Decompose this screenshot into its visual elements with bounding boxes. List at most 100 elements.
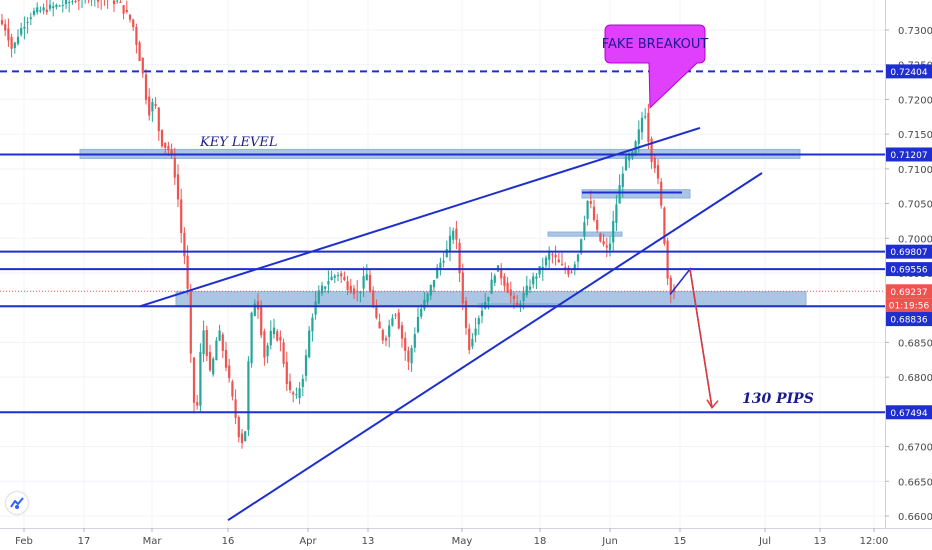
price-label-1-text: 01:19:56 xyxy=(889,302,930,312)
candle-body xyxy=(170,149,173,155)
candle-body xyxy=(522,293,525,301)
annotations: FAKE BREAKOUT KEY LEVEL 130 PIPS xyxy=(199,24,814,409)
candle-body xyxy=(445,249,448,258)
candle-body xyxy=(119,1,122,3)
candle-body xyxy=(608,243,612,250)
candle-body xyxy=(474,328,477,336)
wedge-upper-line xyxy=(139,126,701,308)
candle-body xyxy=(538,266,541,275)
candle-body xyxy=(573,264,576,270)
candle-body xyxy=(528,286,532,290)
candle-body xyxy=(493,275,496,283)
candle-body xyxy=(490,279,493,294)
candle-body xyxy=(420,308,423,317)
candle-body xyxy=(650,138,653,162)
candle-body xyxy=(295,394,298,396)
candle-body xyxy=(544,257,548,266)
x-tick-label-6: May xyxy=(452,536,473,547)
candle-body xyxy=(512,296,516,299)
candle-body xyxy=(55,4,58,8)
candle-body xyxy=(288,381,292,390)
candle-body xyxy=(10,36,13,49)
candle-body xyxy=(324,286,327,289)
x-tick-label-2: Mar xyxy=(143,536,163,547)
candle-body xyxy=(253,303,256,317)
candle-body xyxy=(432,280,436,288)
candle-body xyxy=(52,6,55,8)
candle-body xyxy=(199,351,202,406)
candle-body xyxy=(599,233,602,242)
candle-body xyxy=(317,290,320,304)
price-label-0-text: 0.69237 xyxy=(890,288,927,298)
candle-body xyxy=(416,316,420,333)
candle-body xyxy=(71,1,74,3)
candle-body xyxy=(375,306,378,318)
candle-body xyxy=(429,285,432,296)
candle-body xyxy=(500,269,503,279)
candle-body xyxy=(189,291,192,354)
candle-body xyxy=(240,433,244,444)
candle-body xyxy=(208,352,212,371)
candle-body xyxy=(340,273,343,277)
candle-body xyxy=(122,5,125,14)
candle-body xyxy=(26,22,29,24)
candle-body xyxy=(144,74,148,100)
candle-body xyxy=(58,5,61,7)
candle-body xyxy=(212,358,215,375)
level-0.67494-badge xyxy=(886,405,932,420)
candle-body xyxy=(196,402,199,406)
candle-body xyxy=(647,112,650,142)
candle-body xyxy=(272,327,276,335)
candle-body xyxy=(349,285,352,293)
candle-body xyxy=(336,274,340,276)
x-tick-label-10: Jul xyxy=(758,536,771,547)
candle-body xyxy=(276,331,279,341)
candle-body xyxy=(61,4,64,6)
candle-body xyxy=(157,107,160,132)
candle-body xyxy=(516,302,519,305)
candle-body xyxy=(32,10,36,15)
candle-body xyxy=(413,334,416,348)
candle-body xyxy=(346,281,349,290)
candle-body xyxy=(637,129,640,144)
candle-body xyxy=(384,338,388,341)
candle-body xyxy=(612,220,615,243)
candle-body xyxy=(215,340,218,361)
candle-body xyxy=(596,219,599,230)
x-tick-label-3: 16 xyxy=(222,536,235,547)
candle-body xyxy=(397,312,400,329)
candle-body xyxy=(314,301,317,315)
candle-body xyxy=(580,239,583,254)
level-0.69556-text: 0.69556 xyxy=(890,266,927,276)
level-0.69807-text: 0.69807 xyxy=(890,248,927,258)
candle-body xyxy=(592,206,596,220)
x-tick-label-4: Apr xyxy=(299,536,317,547)
candle-body xyxy=(39,10,42,12)
candle-body xyxy=(532,276,535,285)
price-label-2-badge xyxy=(886,312,932,327)
candle-body xyxy=(621,173,624,187)
candle-body xyxy=(605,245,608,248)
candle-body xyxy=(567,269,570,275)
tradingview-logo-icon xyxy=(6,492,28,514)
candle-body xyxy=(292,392,295,395)
candle-body xyxy=(68,1,71,4)
x-tick-label-0: Feb xyxy=(15,536,33,547)
candle-body xyxy=(231,381,234,397)
candle-body xyxy=(468,328,471,350)
candle-body xyxy=(365,274,368,281)
candle-body xyxy=(45,9,48,13)
candle-body xyxy=(576,254,580,262)
candle-body xyxy=(64,0,68,5)
candle-body xyxy=(589,201,592,204)
candle-body xyxy=(666,240,669,279)
price-label-2-text: 0.68836 xyxy=(890,316,927,326)
candle-body xyxy=(506,282,509,293)
